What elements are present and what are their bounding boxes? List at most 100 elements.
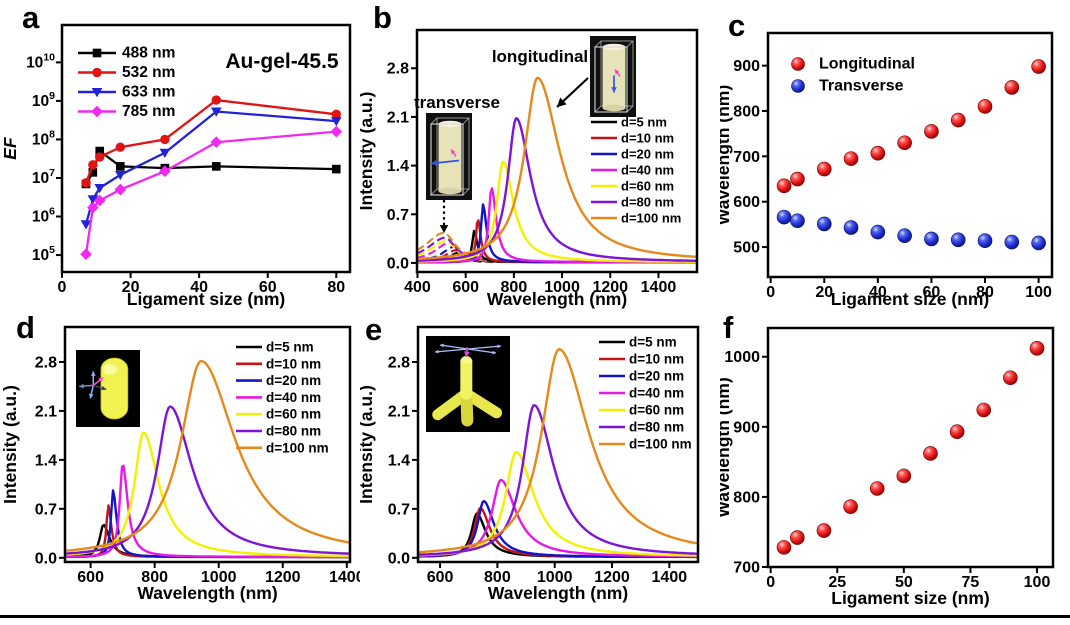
svg-text:532 nm: 532 nm bbox=[122, 64, 175, 81]
svg-text:0.0: 0.0 bbox=[35, 550, 57, 567]
svg-text:2.1: 2.1 bbox=[388, 403, 410, 420]
series-e-d-60-nm bbox=[418, 451, 697, 557]
svg-text:1000: 1000 bbox=[201, 569, 237, 586]
x-axis-e: 600 800 1000 1200 1400 Wavelength (nm) bbox=[427, 562, 687, 603]
panel-e: 600 800 1000 1200 1400 Wavelength (nm) 0.0 0.7 1… bbox=[360, 310, 720, 625]
svg-text:80: 80 bbox=[327, 279, 345, 296]
svg-text:d=60 nm: d=60 nm bbox=[629, 403, 684, 418]
series-a-785-nm bbox=[80, 125, 343, 261]
svg-text:1000: 1000 bbox=[724, 349, 760, 366]
legend-a: 488 nm 532 nm 633 nm 785 nm bbox=[78, 45, 175, 120]
series-b-d-60-nm bbox=[417, 160, 696, 263]
svg-text:800: 800 bbox=[501, 279, 528, 296]
svg-text:d=80 nm: d=80 nm bbox=[266, 424, 321, 439]
y-axis-label-f: Wavelength (nm) bbox=[720, 377, 733, 517]
svg-text:109: 109 bbox=[32, 90, 55, 110]
svg-text:1000: 1000 bbox=[537, 569, 573, 586]
svg-text:106: 106 bbox=[32, 206, 55, 226]
plot-border-b bbox=[415, 28, 699, 274]
svg-text:800: 800 bbox=[484, 569, 511, 586]
svg-text:2.8: 2.8 bbox=[387, 61, 409, 78]
svg-text:1.4: 1.4 bbox=[388, 452, 410, 469]
svg-text:107: 107 bbox=[32, 167, 55, 187]
series-b-d-100-nm bbox=[417, 76, 697, 261]
svg-text:25: 25 bbox=[828, 574, 846, 591]
svg-text:0.0: 0.0 bbox=[387, 255, 409, 272]
svg-text:100: 100 bbox=[1025, 284, 1052, 301]
panel-f: 0 25 50 75 100 Ligament size (nm) 700 800 900 100… bbox=[720, 310, 1070, 625]
annotations-b: longitudinal transverse bbox=[414, 47, 589, 233]
transverse-nanorod-inset bbox=[426, 113, 472, 200]
svg-text:400: 400 bbox=[404, 279, 431, 296]
svg-text:1.4: 1.4 bbox=[35, 452, 57, 469]
longitudinal-nanorod-inset bbox=[590, 36, 636, 117]
svg-text:785 nm: 785 nm bbox=[122, 103, 175, 120]
svg-text:100: 100 bbox=[1024, 574, 1051, 591]
svg-text:2.8: 2.8 bbox=[388, 354, 410, 371]
panel-letter-a: a bbox=[22, 0, 40, 35]
series-e-d-40-nm bbox=[418, 478, 697, 558]
svg-text:600: 600 bbox=[77, 569, 104, 586]
x-axis-d: 600 800 1000 1200 1400 Wavelength (nm) bbox=[77, 562, 360, 603]
svg-text:1400: 1400 bbox=[641, 279, 677, 296]
svg-text:800: 800 bbox=[733, 104, 760, 121]
svg-text:0: 0 bbox=[58, 279, 67, 296]
series-e-d-100-nm bbox=[417, 348, 698, 554]
svg-text:800: 800 bbox=[141, 569, 168, 586]
y-axis-f: 700 800 900 1000 Wavelength (nm) bbox=[720, 349, 768, 577]
y-axis-label-b: Intensity (a.u.) bbox=[360, 92, 376, 211]
svg-text:d=40 nm: d=40 nm bbox=[266, 390, 321, 405]
svg-text:600: 600 bbox=[427, 569, 454, 586]
svg-text:20: 20 bbox=[122, 279, 140, 296]
series-e-d-80-nm bbox=[418, 404, 697, 556]
svg-text:d=80 nm: d=80 nm bbox=[629, 420, 684, 435]
svg-text:d=60 nm: d=60 nm bbox=[621, 179, 674, 194]
svg-text:d=80 nm: d=80 nm bbox=[621, 195, 674, 210]
svg-text:488 nm: 488 nm bbox=[122, 45, 175, 62]
panel-c: 0 20 40 60 80 100 Ligament size (nm) 500 600 700 8… bbox=[720, 0, 1070, 310]
svg-text:633 nm: 633 nm bbox=[122, 84, 175, 101]
plot-border-c bbox=[766, 31, 1054, 279]
bottom-divider-line bbox=[0, 615, 1070, 618]
chart-d: 600 800 1000 1200 1400 Wavelength (nm) 0.0 0.7 1… bbox=[0, 325, 360, 603]
chart-c: 0 20 40 60 80 100 Ligament size (nm) 500 600 700 8… bbox=[720, 31, 1054, 309]
svg-text:60: 60 bbox=[259, 279, 277, 296]
panel-letter-b: b bbox=[373, 0, 392, 35]
svg-text:20: 20 bbox=[815, 284, 833, 301]
x-axis-c: 0 20 40 60 80 100 Ligament size (nm) bbox=[766, 277, 1052, 309]
panel-letter-e: e bbox=[365, 312, 383, 347]
svg-text:1200: 1200 bbox=[592, 279, 628, 296]
y-axis-a: 105 106 107 108 109 1010 EF bbox=[0, 51, 62, 264]
legend-c: Longitudinal Transverse bbox=[791, 56, 915, 95]
svg-text:1000: 1000 bbox=[544, 279, 580, 296]
x-axis-label-b: Wavelength (nm) bbox=[487, 289, 627, 309]
svg-text:d=5 nm: d=5 nm bbox=[266, 340, 314, 355]
series-f-Longitudinal bbox=[776, 341, 1045, 555]
svg-text:d=10 nm: d=10 nm bbox=[266, 356, 321, 371]
svg-text:2.1: 2.1 bbox=[35, 403, 57, 420]
svg-text:600: 600 bbox=[733, 194, 760, 211]
panel-a: 0 20 40 60 80 Ligament size (nm) 105 106 107 108 1… bbox=[0, 0, 360, 310]
x-axis-label-a: Ligament size (nm) bbox=[127, 289, 286, 309]
series-d-d-100-nm bbox=[64, 359, 351, 552]
svg-text:1200: 1200 bbox=[265, 569, 301, 586]
legend-e: d=5 nm d=10 nm d=20 nm d=40 nm d=60 nm d=80 n… bbox=[599, 335, 692, 452]
svg-text:0: 0 bbox=[766, 284, 775, 301]
plot-border-f bbox=[766, 326, 1055, 569]
legend-d: d=5 nmd=10 nm d=20 nm d=40 nm d=60 nm d=80 n… bbox=[236, 340, 329, 455]
svg-text:600: 600 bbox=[452, 279, 479, 296]
svg-text:d=40 nm: d=40 nm bbox=[629, 386, 684, 401]
longitudinal-label: longitudinal bbox=[492, 47, 588, 66]
x-axis-label-f: Ligament size (nm) bbox=[831, 588, 990, 608]
svg-text:700: 700 bbox=[733, 149, 760, 166]
svg-text:1200: 1200 bbox=[594, 569, 630, 586]
svg-text:40: 40 bbox=[190, 279, 208, 296]
svg-text:d=100 nm: d=100 nm bbox=[621, 211, 681, 226]
y-axis-label-e: Intensity (a.u.) bbox=[360, 385, 376, 504]
svg-text:60: 60 bbox=[923, 284, 941, 301]
nanorod-capsule-inset bbox=[76, 350, 140, 427]
transverse-label: transverse bbox=[414, 93, 500, 112]
svg-text:d=20 nm: d=20 nm bbox=[266, 373, 321, 388]
